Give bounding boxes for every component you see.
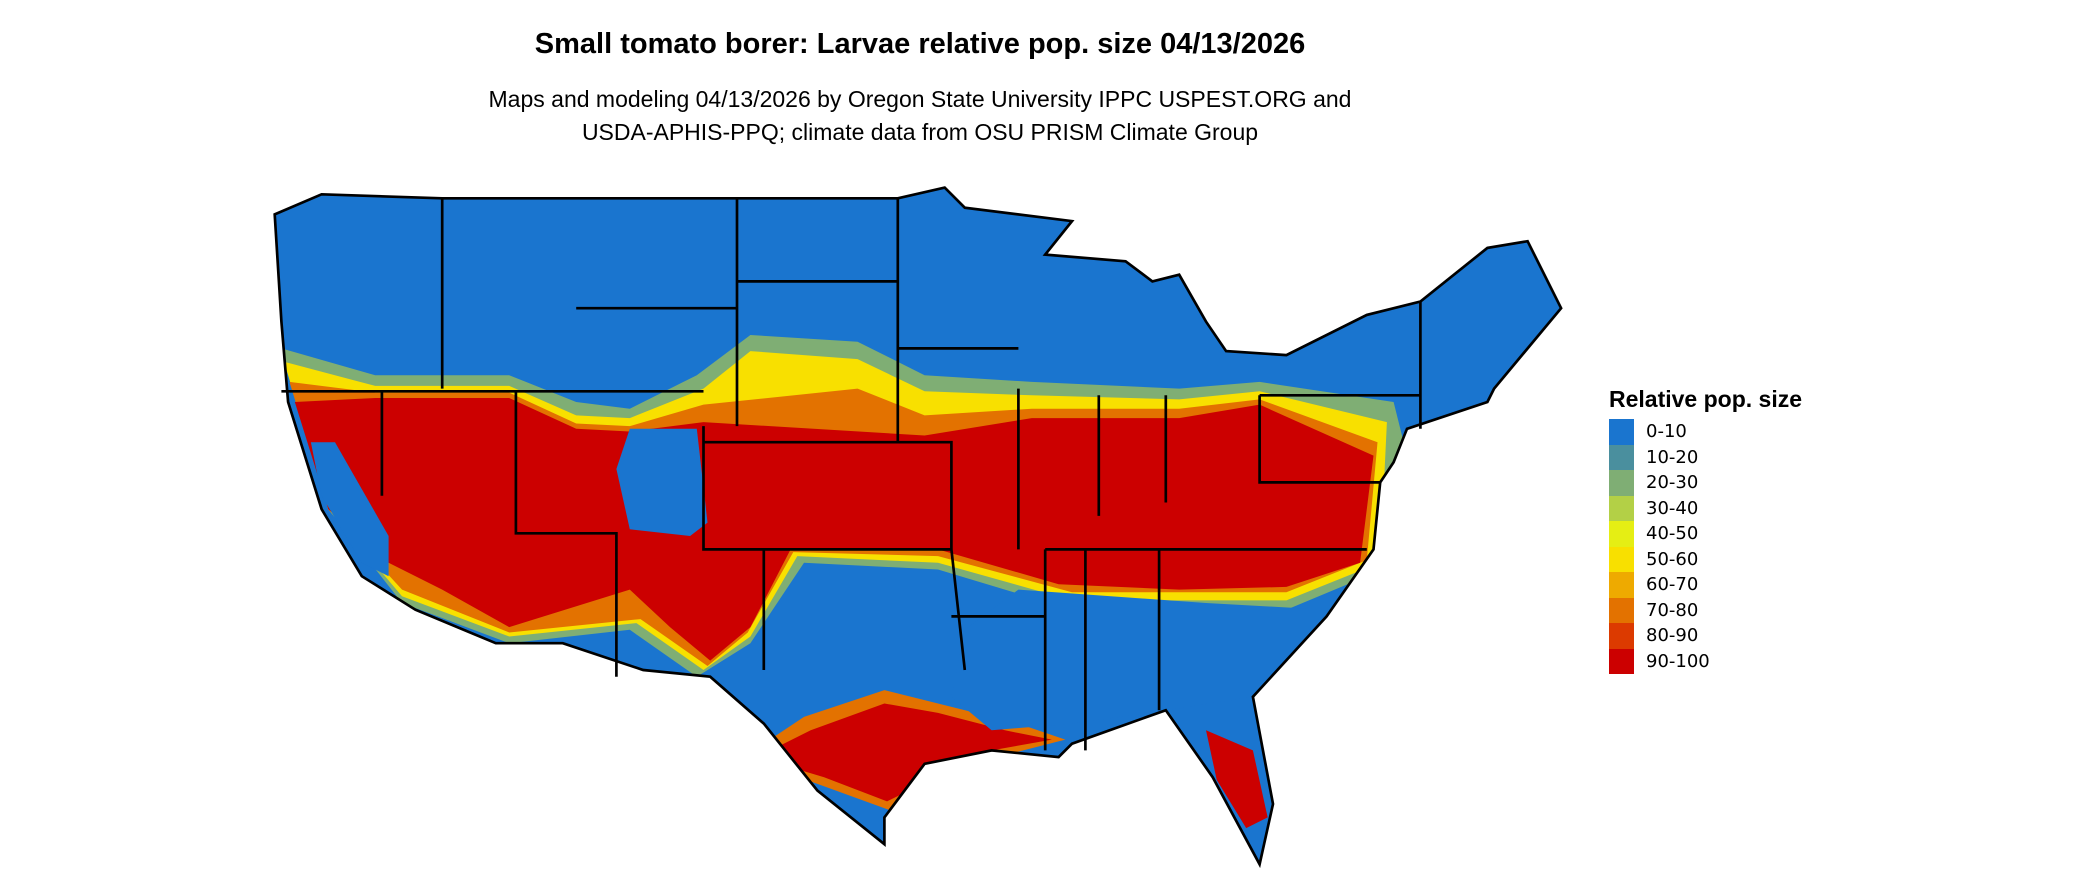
legend-item: 80-90 <box>1609 623 1802 649</box>
legend-swatch <box>1609 546 1634 572</box>
legend-item: 40-50 <box>1609 521 1802 547</box>
state-borders <box>273 186 1563 866</box>
legend-label: 30-40 <box>1646 497 1699 519</box>
legend-item: 30-40 <box>1609 495 1802 521</box>
legend-swatch <box>1609 648 1634 674</box>
legend-swatch <box>1609 470 1634 496</box>
map-subtitle-line-2: USDA-APHIS-PPQ; climate data from OSU PR… <box>581 119 1259 145</box>
legend-item: 50-60 <box>1609 546 1802 572</box>
legend: Relative pop. size 0-10 10-20 20-30 30-40 40… <box>1609 386 1802 674</box>
legend-item: 10-20 <box>1609 444 1802 470</box>
legend-swatch <box>1609 572 1634 598</box>
legend-label: 50-60 <box>1646 548 1699 570</box>
legend-label: 20-30 <box>1646 472 1699 494</box>
legend-label: 60-70 <box>1646 574 1699 596</box>
legend-swatch <box>1609 444 1634 470</box>
great-basin-low-region <box>616 428 708 536</box>
legend-swatch <box>1609 495 1634 521</box>
sierra-low-region <box>310 442 389 577</box>
legend-swatch <box>1609 623 1634 649</box>
legend-label: 70-80 <box>1646 599 1699 621</box>
legend-label: 90-100 <box>1646 650 1710 672</box>
legend-swatch <box>1609 419 1634 445</box>
legend-label: 80-90 <box>1646 625 1699 647</box>
legend-swatch <box>1609 521 1634 547</box>
legend-label: 40-50 <box>1646 523 1699 545</box>
legend-item: 20-30 <box>1609 470 1802 496</box>
legend-swatch <box>1609 597 1634 623</box>
texas-high-core <box>757 703 1052 802</box>
legend-item: 0-10 <box>1609 419 1802 445</box>
legend-label: 0-10 <box>1646 421 1687 443</box>
legend-item: 60-70 <box>1609 572 1802 598</box>
map-subtitle-line-1: Maps and modeling 04/13/2026 by Oregon S… <box>488 86 1352 112</box>
florida-high-region <box>1206 730 1268 829</box>
legend-label: 10-20 <box>1646 446 1699 468</box>
high-pop-region <box>294 397 1374 661</box>
legend-item: 90-100 <box>1609 648 1802 674</box>
southeast-low-region <box>951 589 1327 731</box>
map-title: Small tomato borer: Larvae relative pop.… <box>534 28 1306 60</box>
legend-item: 70-80 <box>1609 597 1802 623</box>
legend-title: Relative pop. size <box>1609 386 1803 412</box>
